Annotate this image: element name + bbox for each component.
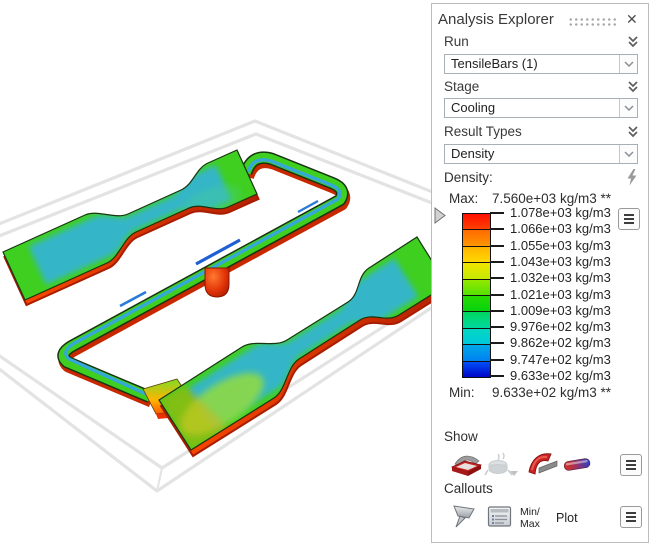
tick-dash (490, 326, 504, 328)
run-section-label: Run (444, 34, 469, 49)
legend-color-band (463, 311, 490, 328)
tick-dash (490, 342, 504, 344)
legend-tick: 1.043e+03 kg/m3 (490, 254, 611, 270)
runner-system (57, 151, 351, 407)
legend-color-band (463, 360, 490, 378)
show-menu-button[interactable] (620, 454, 642, 476)
stage-dropdown-value: Cooling (451, 100, 496, 115)
legend-color-band (463, 229, 490, 246)
lightning-icon[interactable] (626, 169, 638, 186)
close-icon[interactable]: ✕ (626, 11, 638, 27)
tick-dash (490, 228, 504, 230)
viewport-3d[interactable] (0, 0, 457, 546)
show-probe-bar-icon[interactable] (560, 452, 594, 476)
dropdown-arrow-icon[interactable] (619, 145, 637, 163)
legend-color-band (463, 278, 490, 296)
sprue (204, 267, 230, 298)
minmax-label-line2: Max (520, 517, 540, 530)
stage-dropdown[interactable]: Cooling (444, 98, 638, 118)
legend-min-value: 9.633e+02 kg/m3 ** (492, 385, 611, 400)
show-solid-part-icon[interactable] (450, 450, 484, 478)
density-result-scene (0, 119, 457, 493)
tick-dash (490, 277, 504, 279)
run-dropdown-value: TensileBars (1) (451, 56, 538, 71)
legend-color-bar (462, 213, 491, 378)
plot-callout-button[interactable]: Plot (556, 511, 578, 525)
drag-handle-dots-icon[interactable] (568, 17, 616, 26)
tick-dash (490, 359, 504, 361)
legend-color-band (463, 262, 490, 279)
show-section-label: Show (444, 429, 478, 444)
mold-plate-outline (0, 119, 457, 493)
tick-dash (490, 375, 504, 377)
callouts-section-label: Callouts (444, 481, 493, 496)
minmax-label-line1: Min/ (520, 506, 540, 518)
legend-tick: 1.066e+03 kg/m3 (490, 221, 611, 237)
legend-tick: 1.055e+03 kg/m3 (490, 238, 611, 254)
collapse-chevrons-icon[interactable] (626, 35, 640, 50)
legend-tick: 9.747e+02 kg/m3 (490, 352, 611, 368)
tick-dash (490, 245, 504, 247)
show-transparent-part-icon[interactable] (484, 450, 520, 478)
legend-tick: 1.021e+03 kg/m3 (490, 287, 611, 303)
note-callout-icon[interactable] (486, 504, 514, 530)
callouts-menu-button[interactable] (620, 506, 642, 528)
tick-dash (490, 310, 504, 312)
legend-tick: 9.862e+02 kg/m3 (490, 335, 611, 351)
result-types-dropdown[interactable]: Density (444, 144, 638, 164)
tick-dash (490, 294, 504, 296)
tensile-bar-2 (158, 236, 450, 457)
tick-dash (490, 212, 504, 214)
result-types-section-label: Result Types (444, 124, 522, 139)
show-bent-part-icon[interactable] (526, 448, 558, 478)
flag-callout-icon[interactable] (452, 503, 478, 531)
legend-color-band (463, 327, 490, 345)
stage-section-label: Stage (444, 79, 480, 94)
tick-dash (490, 261, 504, 263)
legend-color-band (463, 295, 490, 312)
analysis-explorer-panel: Analysis Explorer ✕ Run TensileBars (1) … (431, 3, 649, 543)
legend-tick: 9.976e+02 kg/m3 (490, 319, 611, 335)
legend-min-label: Min: (449, 385, 475, 400)
run-dropdown[interactable]: TensileBars (1) (444, 54, 638, 74)
panel-title: Analysis Explorer (438, 11, 554, 28)
collapse-chevrons-icon[interactable] (626, 80, 640, 95)
legend-max-label: Max: (449, 191, 479, 206)
legend-slider-triangle[interactable] (434, 207, 447, 224)
legend-color-band (463, 344, 490, 361)
legend-tick: 1.078e+03 kg/m3 (490, 205, 611, 221)
legend-color-band (463, 245, 490, 263)
minmax-callout-button[interactable]: Min/ Max (520, 506, 540, 530)
collapse-chevrons-icon[interactable] (626, 125, 640, 140)
dropdown-arrow-icon[interactable] (619, 55, 637, 73)
legend-tick: 9.633e+02 kg/m3 (490, 368, 611, 384)
legend-max-value: 7.560e+03 kg/m3 ** (492, 191, 611, 206)
legend-menu-button[interactable] (618, 208, 640, 230)
legend-tick: 1.032e+03 kg/m3 (490, 270, 611, 286)
legend-color-band (463, 214, 490, 230)
legend-tick: 1.009e+03 kg/m3 (490, 303, 611, 319)
dropdown-arrow-icon[interactable] (619, 99, 637, 117)
legend-title: Density: (444, 170, 493, 185)
result-types-dropdown-value: Density (451, 146, 495, 161)
